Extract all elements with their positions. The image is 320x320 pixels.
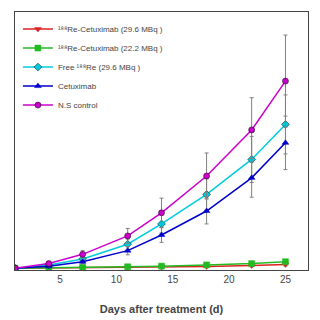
svg-text:¹⁸⁸Re-Cetuximab (29.6 MBq ): ¹⁸⁸Re-Cetuximab (29.6 MBq ) — [58, 25, 163, 34]
svg-text:10: 10 — [111, 274, 123, 285]
svg-text:Free ¹⁸⁸Re (29.6 MBq ): Free ¹⁸⁸Re (29.6 MBq ) — [58, 63, 141, 72]
svg-text:¹⁸⁸Re-Cetuximab (22.2 MBq ): ¹⁸⁸Re-Cetuximab (22.2 MBq ) — [58, 44, 163, 53]
svg-text:5: 5 — [57, 274, 63, 285]
svg-text:N.S control: N.S control — [58, 101, 98, 110]
svg-text:20: 20 — [224, 274, 236, 285]
svg-text:15: 15 — [167, 274, 179, 285]
svg-text:Cetuximab: Cetuximab — [58, 82, 97, 91]
svg-text:Days after treatment (d): Days after treatment (d) — [100, 303, 224, 315]
svg-text:25: 25 — [280, 274, 292, 285]
